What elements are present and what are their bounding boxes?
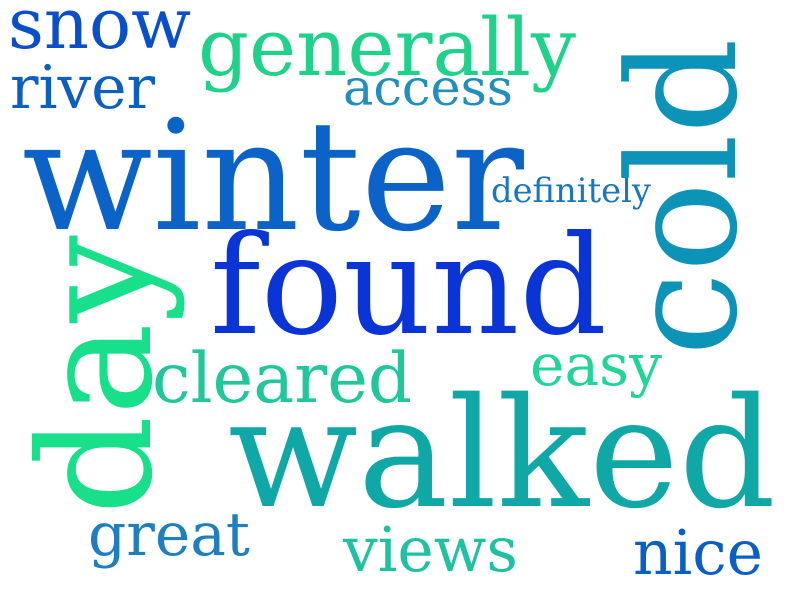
- word-walked: walked: [228, 365, 776, 543]
- word-definitely: definitely: [491, 171, 651, 211]
- word-cleared: cleared: [152, 338, 412, 419]
- word-easy: easy: [530, 330, 662, 399]
- word-winter: winter: [22, 86, 524, 265]
- word-views: views: [343, 514, 518, 587]
- word-generally: generally: [198, 1, 576, 95]
- word-nice: nice: [633, 518, 763, 590]
- word-found: found: [210, 207, 607, 367]
- word-cold: cold: [597, 38, 772, 356]
- word-access: access: [343, 58, 513, 118]
- word-snow: snow: [8, 0, 191, 66]
- word-river: river: [10, 54, 155, 124]
- word-great: great: [88, 500, 250, 571]
